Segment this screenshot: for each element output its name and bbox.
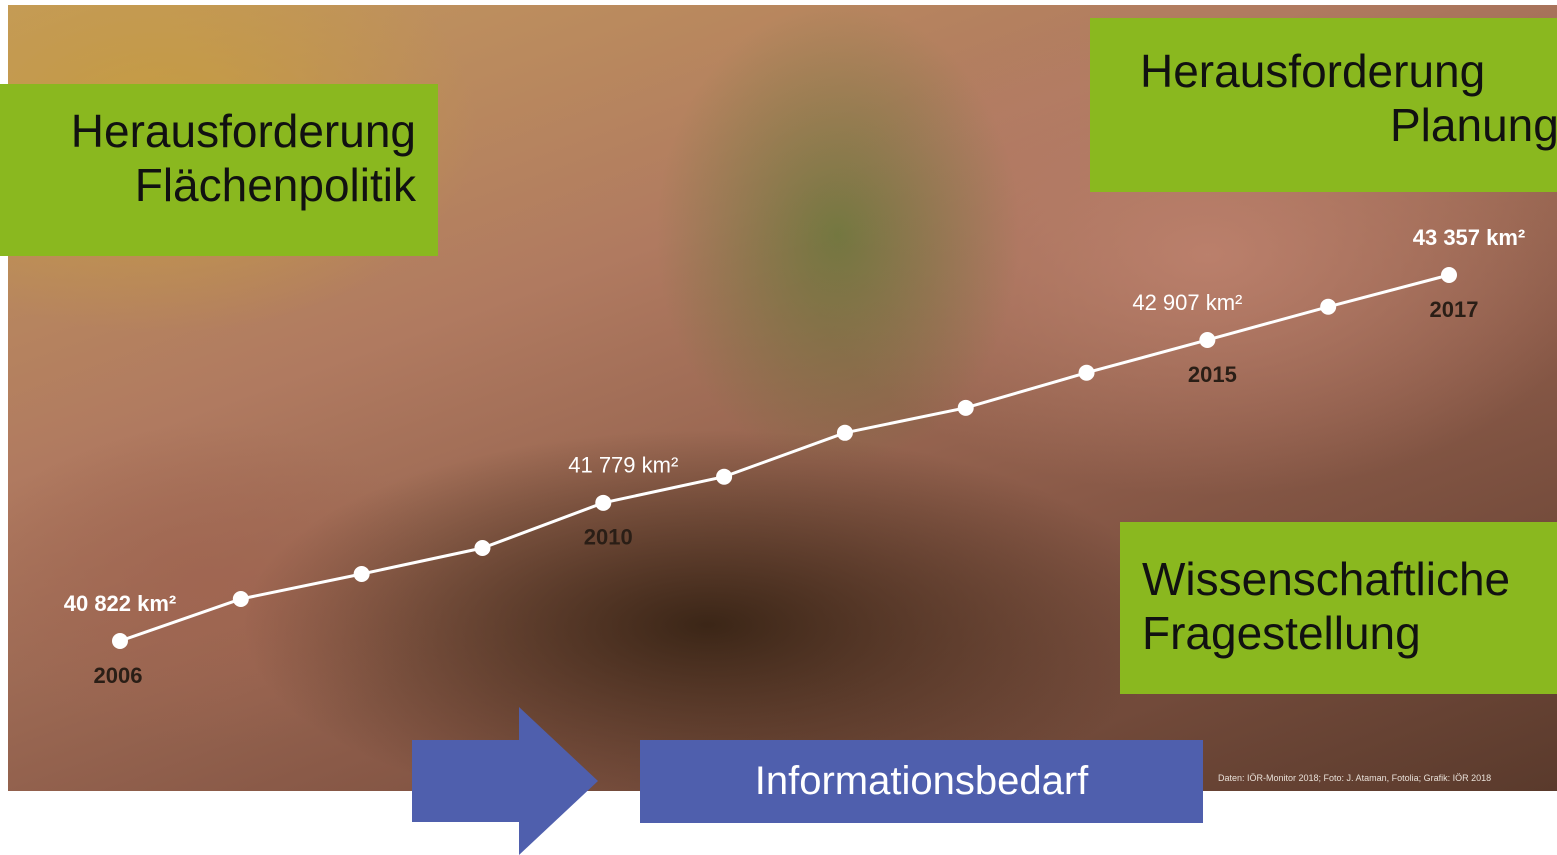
x-label: 2006 [94, 663, 143, 688]
value-label: 42 907 km² [1132, 290, 1242, 315]
arrow [412, 707, 598, 855]
x-label: 2010 [584, 525, 633, 550]
value-label: 43 357 km² [1413, 225, 1526, 250]
value-label: 41 779 km² [568, 453, 678, 478]
slide: Herausforderung Flächenpolitik Herausfor… [0, 0, 1557, 855]
x-label: 2015 [1188, 362, 1237, 387]
data-point [716, 469, 732, 485]
data-point [837, 425, 853, 441]
chart: 40 822 km² 2006 41 779 km² 2010 42 907 km² 20… [0, 0, 1557, 855]
x-label: 2017 [1430, 297, 1479, 322]
value-label: 40 822 km² [64, 591, 177, 616]
data-point [354, 566, 370, 582]
data-point [595, 495, 611, 511]
data-point [1199, 332, 1215, 348]
page: Herausforderung Flächenpolitik Herausfor… [0, 0, 1557, 855]
data-point [1441, 267, 1457, 283]
data-point [474, 540, 490, 556]
data-point [1079, 365, 1095, 381]
data-point [233, 591, 249, 607]
data-point [1320, 299, 1336, 315]
info-box: Informationsbedarf [640, 740, 1203, 823]
data-point [112, 633, 128, 649]
data-point [958, 400, 974, 416]
data-line [120, 275, 1449, 641]
